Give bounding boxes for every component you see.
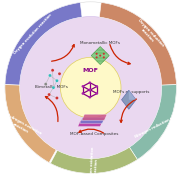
Circle shape bbox=[96, 92, 98, 95]
Wedge shape bbox=[129, 85, 177, 160]
Text: Monometallic MOFs: Monometallic MOFs bbox=[80, 41, 120, 45]
Text: MOF: MOF bbox=[83, 68, 99, 73]
Text: Nitrogen reduction reaction: Nitrogen reduction reaction bbox=[134, 109, 187, 139]
Text: Hydrogen oxidation
reaction: Hydrogen oxidation reaction bbox=[89, 146, 99, 187]
Polygon shape bbox=[129, 90, 136, 100]
Wedge shape bbox=[50, 147, 137, 173]
Circle shape bbox=[103, 56, 105, 58]
Circle shape bbox=[48, 93, 51, 96]
Circle shape bbox=[5, 2, 177, 173]
Text: MOFs as supports: MOFs as supports bbox=[113, 90, 150, 94]
Polygon shape bbox=[91, 46, 109, 65]
Circle shape bbox=[60, 57, 121, 118]
Circle shape bbox=[48, 74, 52, 77]
Circle shape bbox=[44, 83, 47, 86]
Circle shape bbox=[81, 92, 84, 95]
Text: Oxygen evolution reaction: Oxygen evolution reaction bbox=[13, 13, 52, 55]
Circle shape bbox=[20, 17, 162, 159]
Circle shape bbox=[89, 89, 91, 91]
Circle shape bbox=[58, 72, 61, 75]
Circle shape bbox=[55, 79, 58, 82]
Wedge shape bbox=[99, 2, 176, 85]
Wedge shape bbox=[5, 2, 82, 85]
Polygon shape bbox=[78, 121, 103, 127]
Circle shape bbox=[96, 56, 98, 58]
Circle shape bbox=[52, 86, 55, 89]
Polygon shape bbox=[82, 114, 107, 120]
Text: Hydrogen evolution
reaction: Hydrogen evolution reaction bbox=[2, 113, 42, 140]
Circle shape bbox=[96, 53, 98, 55]
Polygon shape bbox=[122, 90, 136, 109]
Text: Bimetallic MOFs: Bimetallic MOFs bbox=[35, 85, 68, 89]
Wedge shape bbox=[5, 85, 56, 163]
Polygon shape bbox=[80, 117, 105, 123]
Text: Oxygen reduction
reaction: Oxygen reduction reaction bbox=[133, 18, 164, 50]
Circle shape bbox=[89, 88, 91, 91]
Circle shape bbox=[51, 69, 54, 72]
Circle shape bbox=[81, 85, 84, 88]
Circle shape bbox=[55, 96, 58, 100]
Circle shape bbox=[89, 96, 91, 98]
Circle shape bbox=[103, 53, 105, 55]
Circle shape bbox=[96, 85, 98, 88]
Circle shape bbox=[99, 54, 101, 57]
Text: MOF-based Composites: MOF-based Composites bbox=[70, 132, 118, 136]
Circle shape bbox=[89, 81, 91, 84]
